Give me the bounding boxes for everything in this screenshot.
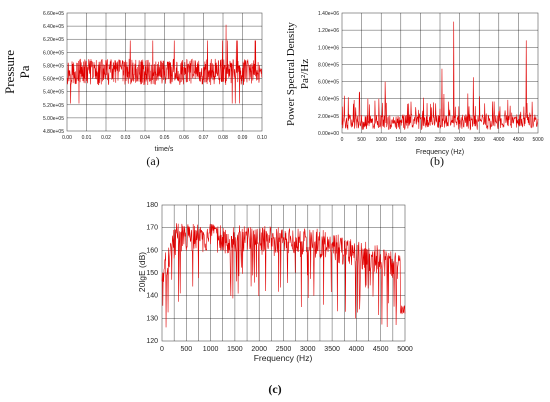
chart-a-ylabel-unit: Pa — [17, 65, 32, 78]
chart-a-x-ticks: 0.00 0.01 0.02 0.03 0.04 0.05 0.06 0.07 0.08 0.09… — [62, 135, 267, 141]
chart-c-xlabel: Frequency (Hz) — [254, 353, 313, 363]
chart-a: Pressure Pa 4.80e+05 5.00e+05 5.20e+05 5.40… — [2, 11, 267, 168]
chart-a-ylabel: Pressure — [2, 50, 17, 94]
chart-b-caption: (b) — [430, 154, 444, 168]
y-tick-label: 5.80e+05 — [43, 63, 64, 69]
x-tick-label: 3000 — [300, 346, 316, 353]
x-tick-label: 0.01 — [82, 135, 92, 141]
y-tick-label: 5.60e+05 — [43, 77, 64, 83]
y-tick-label: 120 — [146, 338, 158, 345]
y-tick-label: 1.40e+06 — [318, 11, 339, 17]
x-tick-label: 0.04 — [140, 135, 150, 141]
x-tick-label: 0.00 — [62, 135, 72, 141]
x-tick-label: 5000 — [532, 137, 543, 143]
chart-c: 20lgE (dB) 120 130 140 150 160 170 180 0 500 100… — [137, 202, 413, 396]
x-tick-label: 2000 — [415, 137, 426, 143]
chart-b: Power Spectral Density Pa²/Hz 0.00e+00 2.… — [285, 11, 544, 168]
x-tick-label: 1000 — [376, 137, 387, 143]
chart-b-grid — [342, 13, 538, 133]
chart-a-caption: (a) — [146, 154, 159, 168]
chart-b-series-line — [341, 21, 539, 131]
y-tick-label: 6.60e+05 — [43, 11, 64, 17]
y-tick-label: 5.20e+05 — [43, 103, 64, 109]
x-tick-label: 5000 — [397, 346, 413, 353]
x-tick-label: 3500 — [324, 346, 340, 353]
x-tick-label: 3000 — [454, 137, 465, 143]
y-tick-label: 6.00e+05 — [318, 80, 339, 86]
chart-a-grid — [67, 13, 262, 131]
x-tick-label: 0.09 — [238, 135, 248, 141]
y-tick-label: 4.00e+05 — [318, 97, 339, 103]
y-tick-label: 6.40e+05 — [43, 24, 64, 30]
chart-a-series-line — [66, 24, 263, 104]
x-tick-label: 4500 — [373, 346, 389, 353]
y-tick-label: 5.00e+05 — [43, 116, 64, 122]
x-tick-label: 500 — [180, 346, 192, 353]
y-tick-label: 4.80e+05 — [43, 129, 64, 135]
chart-b-x-ticks: 0 500 1000 1500 2000 2500 3000 3500 4000 4500 5000 — [341, 137, 544, 143]
y-tick-label: 170 — [146, 225, 158, 232]
y-tick-label: 0.00e+00 — [318, 131, 339, 137]
x-tick-label: 4000 — [349, 346, 365, 353]
y-tick-label: 1.20e+06 — [318, 28, 339, 34]
chart-c-y-ticks: 120 130 140 150 160 170 180 — [146, 202, 158, 345]
x-tick-label: 0.08 — [218, 135, 228, 141]
y-tick-label: 6.20e+05 — [43, 37, 64, 43]
chart-c-series-line — [161, 223, 406, 328]
x-tick-label: 0.05 — [160, 135, 170, 141]
x-tick-label: 0.10 — [257, 135, 267, 141]
x-tick-label: 0 — [160, 346, 164, 353]
x-tick-label: 0.07 — [199, 135, 209, 141]
x-tick-label: 1500 — [227, 346, 243, 353]
y-tick-label: 8.00e+05 — [318, 62, 339, 68]
chart-c-caption: (c) — [268, 382, 281, 396]
chart-a-xlabel: time/s — [155, 146, 174, 153]
y-tick-label: 160 — [146, 247, 158, 254]
chart-c-ylabel: 20lgE (dB) — [137, 252, 147, 292]
chart-a-y-ticks: 4.80e+05 5.00e+05 5.20e+05 5.40e+05 5.60e+05… — [43, 11, 64, 135]
y-tick-label: 140 — [146, 293, 158, 300]
y-tick-label: 5.40e+05 — [43, 90, 64, 96]
x-tick-label: 2500 — [276, 346, 292, 353]
x-tick-label: 0.02 — [101, 135, 111, 141]
chart-b-y-ticks: 0.00e+00 2.00e+05 4.00e+05 6.00e+05 8.00e+05… — [318, 11, 339, 137]
y-tick-label: 130 — [146, 315, 158, 322]
chart-b-ylabel: Power Spectral Density — [285, 22, 297, 126]
x-tick-label: 4500 — [513, 137, 524, 143]
y-tick-label: 2.00e+05 — [318, 114, 339, 120]
x-tick-label: 0 — [341, 137, 344, 143]
chart-b-xlabel: Frequency (Hz) — [416, 149, 464, 156]
x-tick-label: 4000 — [493, 137, 504, 143]
y-tick-label: 1.00e+06 — [318, 45, 339, 51]
x-tick-label: 2000 — [251, 346, 267, 353]
x-tick-label: 0.06 — [179, 135, 189, 141]
y-tick-label: 180 — [146, 202, 158, 209]
chart-b-ylabel-unit: Pa²/Hz — [299, 59, 311, 89]
y-tick-label: 150 — [146, 270, 158, 277]
x-tick-label: 2500 — [434, 137, 445, 143]
x-tick-label: 1000 — [203, 346, 219, 353]
chart-c-x-ticks: 0 500 1000 1500 2000 2500 3000 3500 4000 4500 5000 — [160, 346, 413, 353]
y-tick-label: 6.00e+05 — [43, 50, 64, 56]
x-tick-label: 3500 — [474, 137, 485, 143]
x-tick-label: 0.03 — [121, 135, 131, 141]
x-tick-label: 1500 — [395, 137, 406, 143]
x-tick-label: 500 — [357, 137, 366, 143]
